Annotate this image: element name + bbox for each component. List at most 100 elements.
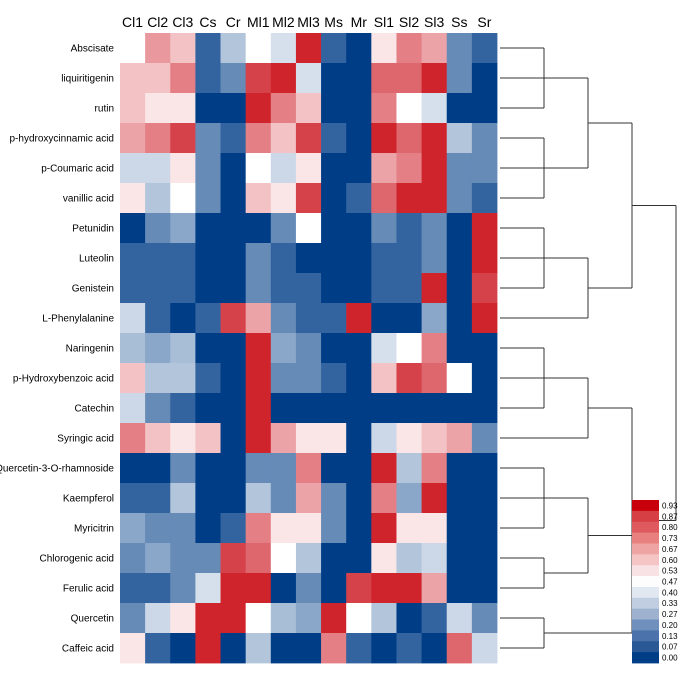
heatmap-cell [170, 333, 196, 364]
heatmap-cell [421, 63, 448, 94]
heatmap-cell [346, 573, 372, 604]
legend-swatch [632, 641, 659, 653]
heatmap-cell [396, 123, 422, 154]
heatmap-cell [245, 453, 272, 484]
legend-swatch [632, 510, 659, 523]
heatmap-cell [120, 513, 146, 544]
heatmap-cell [396, 63, 422, 94]
heatmap-cell [446, 213, 473, 244]
heatmap-cell [396, 483, 422, 514]
heatmap-cell [220, 303, 247, 334]
heatmap-cell [245, 393, 272, 424]
heatmap-cell [245, 123, 272, 154]
heatmap-cell [145, 603, 171, 634]
heatmap-cell [471, 573, 498, 604]
heatmap-cell [321, 243, 347, 274]
heatmap-cell [371, 213, 397, 244]
heatmap-cell [170, 543, 196, 574]
heatmap-cell [145, 183, 171, 214]
heatmap-cell [145, 453, 171, 484]
heatmap-cell [220, 543, 247, 574]
legend-tick-label: 0.80 [662, 523, 678, 532]
heatmap-cell [471, 63, 498, 94]
heatmap-cell [421, 603, 448, 634]
heatmap-cell [270, 213, 297, 244]
heatmap-cell [270, 303, 297, 334]
heatmap-cell [396, 183, 422, 214]
heatmap-cell [321, 333, 347, 364]
heatmap-cell [346, 483, 372, 514]
column-label: Sl2 [399, 14, 419, 30]
heatmap-cell [421, 303, 448, 334]
heatmap-cell [371, 573, 397, 604]
legend-swatch [632, 619, 659, 631]
heatmap-cell [321, 633, 347, 664]
heatmap-cell [321, 93, 347, 124]
heatmap-cell [446, 63, 473, 94]
heatmap-cell [446, 603, 473, 634]
heatmap-cell [120, 423, 146, 454]
heatmap-cell [195, 273, 221, 304]
heatmap-cell [245, 543, 272, 574]
heatmap-cell [145, 33, 171, 64]
heatmap-cell [270, 183, 297, 214]
legend-swatch [632, 521, 659, 533]
heatmap-cell [396, 393, 422, 424]
heatmap-cell [245, 153, 272, 184]
heatmap-cell [120, 153, 146, 184]
row-label: rutin [95, 104, 114, 115]
heatmap-cell [120, 63, 146, 94]
heatmap-cell [145, 123, 171, 154]
heatmap-cell [321, 573, 347, 604]
column-label: Sr [477, 14, 491, 30]
heatmap-cell [120, 483, 146, 514]
heatmap-cell [346, 363, 372, 394]
heatmap-cell [396, 423, 422, 454]
heatmap-cell [270, 363, 297, 394]
heatmap-cell [446, 513, 473, 544]
heatmap-cell [220, 213, 247, 244]
column-label: Ms [324, 14, 343, 30]
heatmap-cell [421, 93, 448, 124]
column-label: Ml3 [297, 14, 320, 30]
legend-swatch [632, 586, 659, 599]
heatmap-cell [245, 93, 272, 124]
legend-tick-label: 0.67 [662, 545, 678, 554]
heatmap-cell [346, 63, 372, 94]
heatmap-cell [120, 333, 146, 364]
heatmap-cell [270, 393, 297, 424]
heatmap-cell [170, 63, 196, 94]
heatmap-cell [170, 483, 196, 514]
column-label: Ss [451, 14, 467, 30]
heatmap-cell [270, 483, 297, 514]
legend-swatch [632, 652, 659, 664]
legend-swatch [632, 532, 659, 544]
heatmap-cell [145, 273, 171, 304]
heatmap-cell [195, 123, 221, 154]
legend-swatch [632, 543, 659, 555]
heatmap-cell [270, 243, 297, 274]
legend-tick-label: 0.47 [662, 578, 678, 587]
heatmap-cell [120, 363, 146, 394]
column-label: Cl3 [172, 14, 193, 30]
heatmap-cell [195, 453, 221, 484]
heatmap-cell [346, 513, 372, 544]
heatmap-cell [120, 303, 146, 334]
heatmap-cell [371, 453, 397, 484]
heatmap-cell [295, 153, 322, 184]
heatmap-cell [195, 93, 221, 124]
heatmap-cell [471, 633, 498, 664]
heatmap-cell [346, 183, 372, 214]
heatmap-cell [371, 63, 397, 94]
heatmap-cell [346, 633, 372, 664]
heatmap-cell [295, 123, 322, 154]
heatmap-cell [371, 93, 397, 124]
heatmap-cell [270, 33, 297, 64]
heatmap-cell [471, 123, 498, 154]
heatmap-cell [270, 603, 297, 634]
heatmap-cell [446, 453, 473, 484]
legend-tick-label: 0.27 [662, 610, 678, 619]
row-label: L-Phenylalanine [42, 314, 114, 325]
heatmap-cell [321, 153, 347, 184]
heatmap-cell [471, 183, 498, 214]
